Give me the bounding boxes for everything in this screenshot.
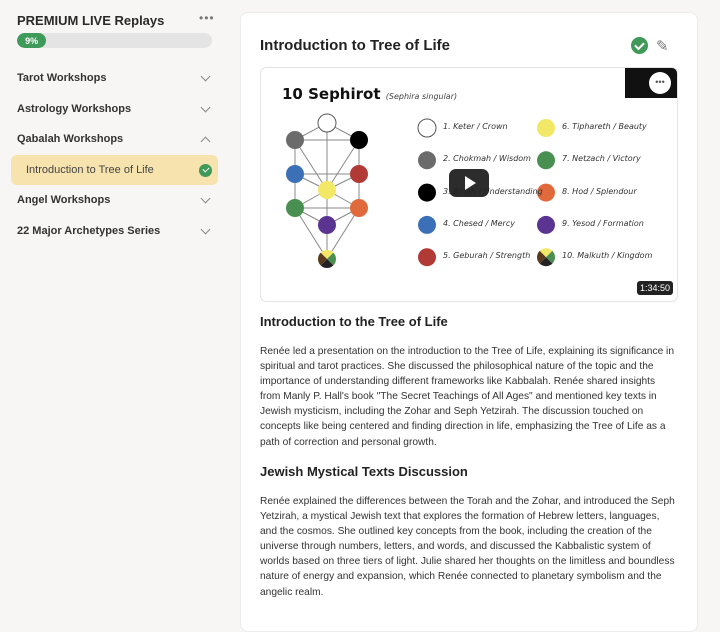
- ellipsis-icon[interactable]: •••: [199, 11, 215, 25]
- legend-swatch: [418, 151, 436, 170]
- sidebar: PREMIUM LIVE Replays ••• 9% Tarot Worksh…: [0, 0, 230, 608]
- sephira-node: [350, 131, 368, 149]
- section-body: Renée led a presentation on the introduc…: [260, 346, 674, 448]
- section-label: Qabalah Workshops: [17, 133, 124, 145]
- section-body: Renée explained the differences between …: [260, 496, 675, 598]
- lesson-card: Introduction to Tree of Life ✎ 10 Sephir…: [240, 12, 698, 632]
- lesson-title: Introduction to Tree of Life: [260, 37, 450, 54]
- section-label: Tarot Workshops: [17, 72, 107, 84]
- section-astrology-workshops[interactable]: Astrology Workshops: [17, 99, 213, 119]
- sephira-node: [286, 131, 304, 149]
- section-tarot-workshops[interactable]: Tarot Workshops: [17, 68, 213, 88]
- video-duration: 1:34:50: [636, 281, 673, 295]
- sephira-node: [350, 165, 368, 183]
- sephira-node: [317, 113, 337, 133]
- progress-label: 9%: [17, 33, 47, 48]
- pencil-icon[interactable]: ✎: [656, 38, 669, 55]
- course-title: PREMIUM LIVE Replays: [17, 13, 165, 28]
- slide-title: 10 Sephirot (Sephira singular): [282, 85, 457, 103]
- chevron-down-icon: [200, 102, 211, 112]
- path-line: [326, 207, 360, 260]
- sephira-node: [318, 181, 336, 199]
- legend-label: 2. Chokmah / Wisdom: [443, 154, 531, 164]
- section-heading: Introduction to the Tree of Life: [260, 314, 448, 329]
- section-label: 22 Major Archetypes Series: [17, 225, 161, 237]
- complete-check-icon[interactable]: [631, 37, 648, 54]
- sephira-node: [350, 199, 368, 217]
- legend-swatch: [417, 118, 437, 138]
- chevron-down-icon: [200, 224, 211, 234]
- lesson-label: Introduction to Tree of Life: [26, 164, 154, 176]
- legend-swatch: [537, 119, 555, 137]
- path-line: [294, 207, 328, 260]
- sephira-node: [318, 216, 336, 234]
- legend-label: 4. Chesed / Mercy: [443, 218, 515, 228]
- legend-label: 7. Netzach / Victory: [562, 154, 641, 164]
- ellipsis-icon[interactable]: •••: [649, 72, 671, 94]
- legend-swatch: [537, 151, 555, 170]
- legend-label: 5. Geburah / Strength: [443, 251, 531, 261]
- slide-subtitle: (Sephira singular): [385, 92, 458, 101]
- legend-swatch: [418, 183, 436, 202]
- path-line: [326, 139, 360, 191]
- legend-swatch: [418, 215, 436, 234]
- legend-label: 9. Yesod / Formation: [562, 218, 644, 228]
- legend-label: 8. Hod / Splendour: [562, 186, 637, 196]
- sephira-node: [286, 199, 304, 217]
- section-label: Angel Workshops: [17, 194, 111, 206]
- section-label: Astrology Workshops: [17, 103, 132, 115]
- progress-bar: 9%: [17, 33, 212, 48]
- chevron-down-icon: [200, 193, 211, 203]
- video-player[interactable]: 10 Sephirot (Sephira singular) 1. Keter …: [260, 67, 678, 302]
- chevron-down-icon: [200, 71, 211, 81]
- lesson-item-active[interactable]: Introduction to Tree of Life: [11, 155, 218, 185]
- legend-label: 3. Binah / Understanding: [443, 186, 543, 196]
- check-circle-icon: [199, 163, 212, 177]
- legend-swatch: [537, 248, 555, 267]
- sephira-node: [286, 165, 304, 183]
- legend-label: 6. Tiphareth / Beauty: [562, 122, 647, 131]
- section-qabalah-workshops[interactable]: Qabalah Workshops: [17, 129, 213, 149]
- tree-of-life-diagram: [286, 113, 555, 268]
- section-22-major-archetypes[interactable]: 22 Major Archetypes Series: [17, 221, 213, 241]
- sephira-node: [318, 250, 336, 268]
- legend-swatch: [537, 215, 555, 234]
- play-button[interactable]: [449, 169, 489, 197]
- legend-swatch: [537, 183, 555, 202]
- section-angel-workshops[interactable]: Angel Workshops: [17, 190, 213, 210]
- legend-label: 1. Keter / Crown: [443, 122, 508, 131]
- path-line: [294, 139, 328, 191]
- legend-label: 10. Malkuth / Kingdom: [562, 251, 653, 261]
- legend-swatch: [418, 248, 436, 267]
- slide-title-text: 10 Sephirot: [282, 85, 381, 103]
- section-heading: Jewish Mystical Texts Discussion: [260, 464, 468, 479]
- chevron-up-icon: [200, 136, 211, 146]
